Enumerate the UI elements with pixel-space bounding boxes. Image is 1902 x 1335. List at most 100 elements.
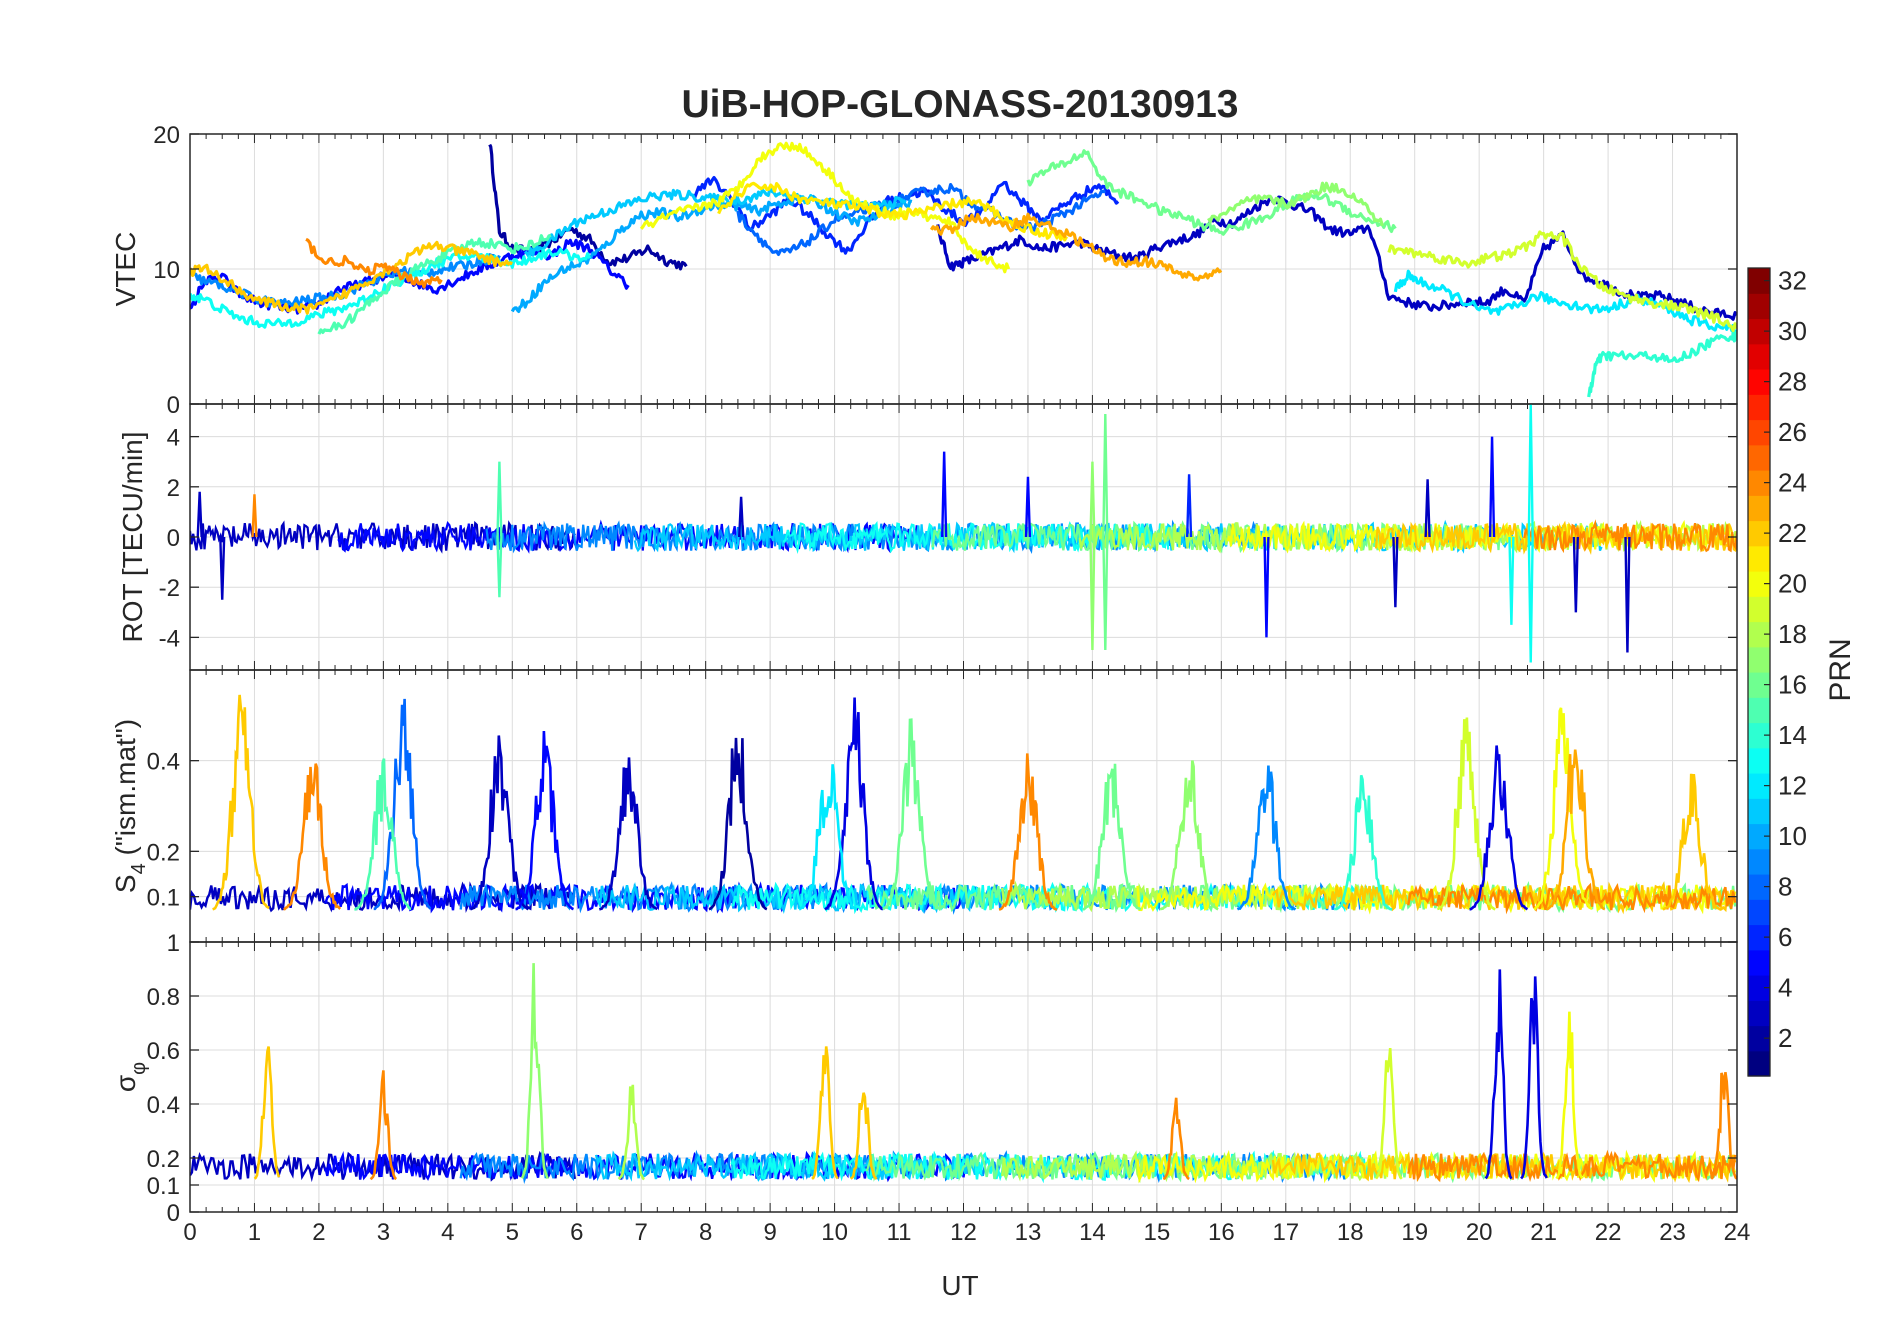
rot-spike bbox=[496, 536, 503, 598]
s4-burst bbox=[882, 718, 942, 911]
x-tick-label: 20 bbox=[1466, 1219, 1493, 1246]
colorbar-tick-label: 2 bbox=[1778, 1023, 1792, 1053]
colorbar-segment bbox=[1748, 444, 1770, 471]
colorbar-segment bbox=[1748, 975, 1770, 1001]
y-axis-label-vtec: VTEC bbox=[110, 232, 141, 307]
colorbar-segment bbox=[1748, 899, 1770, 926]
x-tick-label: 11 bbox=[887, 1219, 912, 1246]
colorbar-segment bbox=[1748, 722, 1770, 749]
panel-sigma_phi: 00.10.2 0.4 0.6 0.8 1 σφ bbox=[110, 930, 1738, 1227]
rot-spike bbox=[737, 496, 745, 538]
colorbar-segment bbox=[1748, 1025, 1770, 1052]
x-tick-label: 13 bbox=[1015, 1219, 1042, 1246]
sigma_phi-burst bbox=[520, 963, 549, 1180]
y-tick-label: -4 bbox=[159, 625, 180, 652]
colorbar-segment bbox=[1748, 798, 1770, 825]
colorbar-tick-label: 12 bbox=[1778, 771, 1807, 801]
x-tick-label: 1 bbox=[248, 1219, 261, 1246]
s4-series-prn-18 bbox=[1001, 880, 1389, 913]
plot-area-sigma_phi bbox=[190, 963, 1737, 1185]
colorbar-tick-label: 10 bbox=[1778, 821, 1807, 851]
colorbar-segment bbox=[1748, 419, 1770, 446]
x-tick-label: 15 bbox=[1144, 1219, 1171, 1246]
colorbar-frame bbox=[1747, 267, 1771, 1077]
plot-area-s4 bbox=[190, 694, 1737, 915]
s4-burst bbox=[515, 730, 574, 911]
colorbar-tick-label: 14 bbox=[1778, 720, 1807, 750]
colorbar-tick-label: 30 bbox=[1778, 316, 1807, 346]
vtec-series-prn-16 bbox=[1026, 149, 1397, 236]
colorbar-segment bbox=[1748, 621, 1770, 648]
vtec-series-prn-21 bbox=[717, 181, 1068, 242]
sigma_phi-burst bbox=[1520, 976, 1548, 1180]
y-tick-label: 2 bbox=[167, 475, 180, 502]
s4-burst bbox=[1159, 760, 1219, 911]
y-axis-label-subscript: φ bbox=[128, 1062, 150, 1075]
x-tick-label: 24 bbox=[1724, 1219, 1751, 1246]
vtec-series-prn-23 bbox=[929, 212, 1223, 282]
x-tick-label: 7 bbox=[635, 1219, 648, 1246]
x-tick-label: 19 bbox=[1401, 1219, 1428, 1246]
rot-spike bbox=[496, 461, 503, 538]
sigma_phi-burst bbox=[253, 1046, 281, 1180]
y-axis-label-main: σ bbox=[110, 1075, 141, 1092]
y-tick-label: 20 bbox=[153, 122, 180, 149]
rot-spike bbox=[1624, 536, 1631, 653]
colorbar-tick-label: 20 bbox=[1778, 569, 1807, 599]
rot-spike bbox=[1392, 536, 1399, 608]
y-tick-label: 0.1 bbox=[147, 885, 180, 912]
colorbar-segment bbox=[1748, 596, 1770, 623]
x-axis: 0 1 2 3 4 5 6 7 8 9 10 11 12 13 14 15 16 17 18 19 20 21 22 23 24 bbox=[183, 1219, 1750, 1246]
sigma_phi-burst bbox=[1710, 1072, 1737, 1180]
y-axis-label-subscript: 4 bbox=[128, 863, 150, 874]
s4-burst bbox=[1236, 765, 1297, 911]
x-tick-label: 8 bbox=[699, 1219, 712, 1246]
plot-area-rot bbox=[190, 404, 1737, 663]
x-axis-label: UT bbox=[941, 1270, 978, 1301]
colorbar-tick-label: 22 bbox=[1778, 518, 1807, 548]
y-tick-label: 0.4 bbox=[147, 1092, 180, 1119]
x-tick-label: 4 bbox=[441, 1219, 454, 1246]
y-axis-label-sigma_phi: σφ bbox=[110, 1062, 150, 1092]
rot-spike bbox=[1508, 536, 1515, 625]
rot-spike bbox=[196, 491, 203, 538]
rot-spike bbox=[1527, 536, 1534, 663]
vtec-series-prn-10 bbox=[510, 193, 913, 313]
colorbar-segment bbox=[1748, 495, 1770, 522]
colorbar-segment bbox=[1748, 394, 1770, 421]
colorbar-segment bbox=[1748, 520, 1770, 547]
s4-burst bbox=[708, 737, 768, 911]
colorbar-tick-label: 18 bbox=[1778, 619, 1807, 649]
colorbar-segment bbox=[1748, 874, 1770, 900]
y-tick-label: 0 bbox=[167, 1200, 180, 1227]
x-tick-label: 10 bbox=[821, 1219, 848, 1246]
s4-burst bbox=[283, 763, 342, 911]
x-tick-label: 16 bbox=[1208, 1219, 1235, 1246]
rot-spike bbox=[219, 536, 226, 600]
colorbar-segment bbox=[1748, 268, 1770, 294]
rot-spike bbox=[1089, 461, 1096, 538]
colorbar-segment bbox=[1748, 848, 1770, 875]
y-tick-label: 0 bbox=[167, 525, 180, 552]
colorbar-segment bbox=[1748, 1000, 1770, 1027]
vtec-series-prn-12 bbox=[1393, 269, 1737, 337]
y-axis-label-rot: ROT [TECU/min] bbox=[117, 431, 148, 642]
y-axis-label-s4: S4 ("ism.mat") bbox=[110, 719, 150, 893]
s4-burst bbox=[354, 758, 412, 911]
colorbar-segment bbox=[1748, 470, 1770, 496]
colorbar-segment bbox=[1748, 949, 1770, 976]
rot-series-prn-24 bbox=[1523, 519, 1737, 554]
colorbar-segment bbox=[1748, 318, 1770, 345]
rot-spike bbox=[1185, 474, 1193, 538]
x-tick-label: 21 bbox=[1530, 1219, 1557, 1246]
y-tick-label: 0.2 bbox=[147, 1146, 180, 1173]
s4-burst bbox=[1082, 763, 1142, 911]
rot-spike bbox=[1424, 479, 1431, 538]
rot-spike bbox=[1572, 536, 1579, 613]
colorbar-segment bbox=[1748, 823, 1770, 850]
s4-burst bbox=[824, 697, 884, 911]
